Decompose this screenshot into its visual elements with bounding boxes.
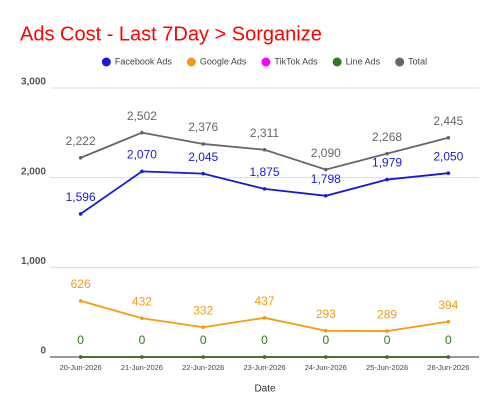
legend-label: Total <box>408 56 427 66</box>
legend-marker <box>261 57 271 67</box>
data-point <box>201 325 206 330</box>
data-label: 437 <box>254 294 274 308</box>
data-label: 432 <box>132 294 152 308</box>
data-label: 2,268 <box>372 130 402 144</box>
data-label: 332 <box>193 303 213 317</box>
data-label: 394 <box>438 298 458 312</box>
data-point <box>140 316 144 321</box>
data-label: 2,502 <box>127 109 157 123</box>
data-point <box>201 171 206 176</box>
data-point <box>323 193 328 198</box>
data-point <box>323 355 328 359</box>
data-point <box>140 169 144 174</box>
y-tick-label: 1,000 <box>21 256 46 267</box>
data-label: 0 <box>77 333 84 347</box>
x-tick-label: 24-Jun-2026 <box>305 363 347 372</box>
data-label: 2,070 <box>127 148 157 162</box>
data-label: 1,596 <box>66 190 96 204</box>
data-point <box>140 130 144 135</box>
data-point <box>78 355 83 359</box>
data-point <box>385 177 389 182</box>
data-point <box>323 328 328 333</box>
data-point <box>385 329 389 333</box>
x-tick-label: 23-Jun-2026 <box>243 363 285 372</box>
data-label: 2,445 <box>433 114 463 128</box>
data-label: 2,090 <box>311 146 341 160</box>
data-point <box>78 155 83 160</box>
legend-label: Facebook Ads <box>115 56 173 66</box>
data-label: 0 <box>200 333 207 347</box>
x-tick-label: 20-Jun-2026 <box>60 363 102 372</box>
legend-marker <box>186 57 196 67</box>
legend-marker <box>395 57 405 67</box>
data-label: 0 <box>384 333 391 347</box>
data-point <box>201 142 206 146</box>
data-point <box>78 299 83 303</box>
x-tick-label: 21-Jun-2026 <box>121 363 163 372</box>
data-label: 2,376 <box>188 120 218 134</box>
y-tick-label: 3,000 <box>21 77 46 88</box>
legend-marker <box>101 57 111 67</box>
data-label: 2,311 <box>250 126 279 140</box>
data-label: 289 <box>377 307 397 321</box>
data-label: 0 <box>322 333 329 347</box>
x-tick-label: 25-Jun-2026 <box>366 363 408 372</box>
data-point <box>385 355 389 359</box>
data-point <box>262 316 267 320</box>
data-label: 0 <box>261 333 268 347</box>
legend-marker <box>332 57 342 67</box>
data-label: 626 <box>71 277 91 291</box>
data-point <box>323 167 328 172</box>
legend-label: Line Ads <box>346 56 381 66</box>
data-point <box>385 151 389 156</box>
data-point <box>262 147 267 152</box>
data-point <box>262 187 267 191</box>
data-point <box>262 355 267 359</box>
data-point <box>201 355 206 359</box>
chart-title: Ads Cost - Last 7Day > Sorganize <box>20 23 322 45</box>
y-tick-label: 0 <box>40 346 46 357</box>
data-label: 0 <box>445 333 452 347</box>
data-label: 2,045 <box>188 150 218 164</box>
data-label: 0 <box>139 333 146 347</box>
data-label: 1,979 <box>372 156 402 170</box>
y-tick-label: 2,000 <box>21 166 46 177</box>
legend-label: Google Ads <box>200 56 247 66</box>
data-label: 1,798 <box>311 172 341 186</box>
x-tick-label: 22-Jun-2026 <box>182 363 224 372</box>
data-point <box>446 171 451 175</box>
data-point <box>446 135 451 140</box>
data-point <box>446 355 451 359</box>
x-axis-title: Date <box>254 384 276 395</box>
data-label: 2,050 <box>433 149 463 163</box>
data-label: 1,875 <box>249 165 279 179</box>
data-point <box>446 319 451 324</box>
data-point <box>78 212 83 216</box>
legend-label: TikTok Ads <box>274 56 318 66</box>
data-point <box>140 355 144 359</box>
x-tick-label: 26-Jun-2026 <box>427 363 469 372</box>
data-label: 293 <box>316 307 336 321</box>
data-label: 2,222 <box>66 134 96 148</box>
